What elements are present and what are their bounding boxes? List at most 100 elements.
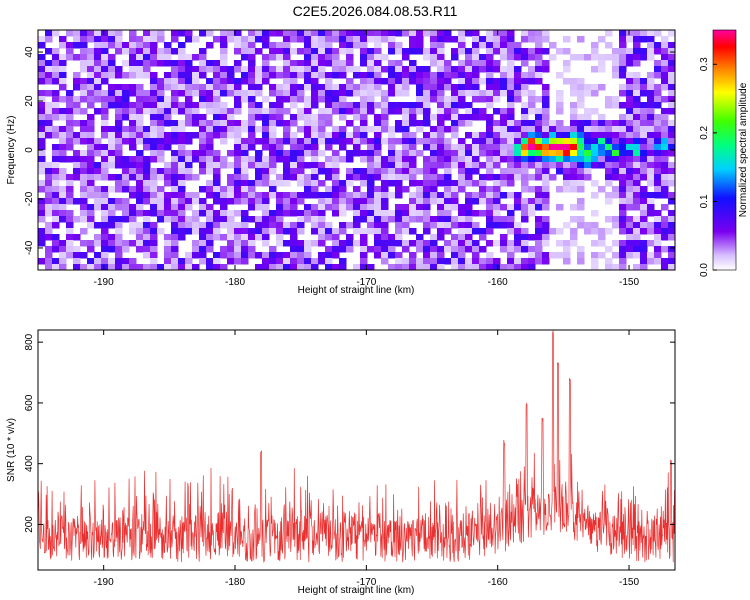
heatmap-cell	[80, 156, 88, 163]
heatmap-cell	[486, 120, 494, 127]
heatmap-cell	[353, 222, 361, 229]
heatmap-cell	[262, 222, 270, 229]
heatmap-cell	[311, 258, 319, 265]
heatmap-cell	[171, 60, 179, 67]
heatmap-cell	[269, 180, 277, 187]
heatmap-cell	[332, 180, 340, 187]
heatmap-cell	[577, 132, 585, 139]
heatmap-cell	[444, 78, 452, 85]
heatmap-cell	[430, 174, 438, 181]
heatmap-cell	[192, 54, 200, 61]
heatmap-cell	[486, 258, 494, 265]
snr-x-tick-label: -160	[488, 577, 508, 588]
heatmap-cell	[199, 66, 207, 73]
heatmap-cell	[269, 162, 277, 169]
heatmap-cell	[374, 204, 382, 211]
heatmap-cell	[38, 228, 46, 235]
heatmap-cell	[388, 126, 396, 133]
heatmap-cell	[591, 222, 599, 229]
heatmap-cell	[108, 174, 116, 181]
heatmap-cell	[262, 60, 270, 67]
heatmap-cell	[458, 90, 466, 97]
heatmap-cell	[437, 264, 445, 270]
heatmap-cell	[332, 138, 340, 145]
heatmap-cell	[227, 210, 235, 217]
heatmap-cell	[73, 168, 81, 175]
heatmap-cell	[241, 90, 249, 97]
heatmap-cell	[444, 60, 452, 67]
heatmap-cell	[318, 234, 326, 241]
heatmap-cell	[626, 168, 634, 175]
heatmap-cell	[45, 180, 53, 187]
heatmap-cell	[381, 78, 389, 85]
heatmap-cell	[661, 78, 669, 85]
heatmap-cell	[283, 72, 291, 79]
heatmap-cell	[591, 156, 599, 163]
heatmap-cell	[395, 216, 403, 223]
heatmap-cell	[647, 156, 655, 163]
heatmap-cell	[570, 120, 578, 127]
heatmap-cell	[430, 186, 438, 193]
heatmap-cell	[402, 78, 410, 85]
heatmap-cell	[591, 90, 599, 97]
heatmap-cell	[479, 162, 487, 169]
heatmap-cell	[612, 48, 620, 55]
heatmap-cell	[101, 90, 109, 97]
heatmap-cell	[661, 54, 669, 61]
heatmap-cell	[388, 36, 396, 43]
heatmap-cell	[549, 174, 557, 181]
heatmap-cell	[346, 30, 354, 37]
heatmap-cell	[430, 126, 438, 133]
heatmap-cell	[374, 186, 382, 193]
heatmap-cell	[129, 240, 137, 247]
heatmap-cell	[374, 216, 382, 223]
heatmap-cell	[465, 192, 473, 199]
heatmap-cell	[192, 72, 200, 79]
heatmap-cell	[500, 216, 508, 223]
heatmap-cell	[276, 174, 284, 181]
heatmap-cell	[129, 126, 137, 133]
heatmap-cell	[528, 30, 536, 37]
heatmap-cell	[248, 72, 256, 79]
heatmap-cell	[535, 30, 543, 37]
heatmap-cell	[45, 114, 53, 121]
heatmap-cell	[129, 168, 137, 175]
heatmap-cell	[346, 156, 354, 163]
heatmap-cell	[164, 48, 172, 55]
heatmap-cell	[199, 48, 207, 55]
spectrogram-y-tick-label: 20	[24, 95, 35, 107]
heatmap-cell	[633, 174, 641, 181]
heatmap-cell	[122, 204, 130, 211]
heatmap-cell	[332, 240, 340, 247]
heatmap-cell	[115, 228, 123, 235]
heatmap-cell	[563, 252, 571, 259]
heatmap-cell	[619, 198, 627, 205]
heatmap-cell	[486, 252, 494, 259]
heatmap-cell	[213, 264, 221, 270]
heatmap-cell	[143, 162, 151, 169]
heatmap-cell	[297, 222, 305, 229]
heatmap-cell	[248, 120, 256, 127]
heatmap-cell	[206, 126, 214, 133]
heatmap-cell	[437, 96, 445, 103]
heatmap-cell	[276, 180, 284, 187]
heatmap-cell	[185, 72, 193, 79]
heatmap-cell	[185, 102, 193, 109]
heatmap-cell	[395, 222, 403, 229]
heatmap-cell	[381, 108, 389, 115]
heatmap-cell	[346, 102, 354, 109]
heatmap-cell	[248, 126, 256, 133]
heatmap-cell	[374, 102, 382, 109]
heatmap-cell	[87, 90, 95, 97]
heatmap-cell	[73, 30, 81, 37]
heatmap-cell	[52, 234, 60, 241]
heatmap-cell	[136, 240, 144, 247]
heatmap-cell	[136, 162, 144, 169]
heatmap-cell	[164, 138, 172, 145]
heatmap-cell	[381, 234, 389, 241]
heatmap-cell	[164, 210, 172, 217]
heatmap-cell	[374, 240, 382, 247]
heatmap-cell	[647, 72, 655, 79]
heatmap-cell	[283, 30, 291, 37]
heatmap-cell	[542, 48, 550, 55]
